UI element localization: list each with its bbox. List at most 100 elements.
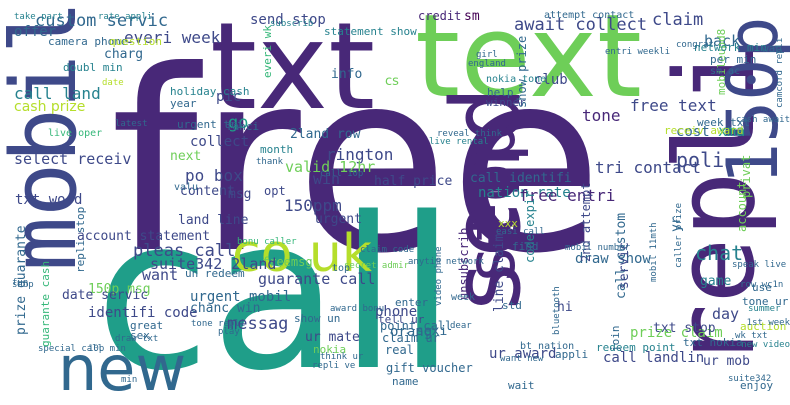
word-urgent-tri: urgent tri (177, 118, 244, 131)
word-latest: latest (115, 119, 148, 129)
word-entri-weekli: entri weekli (605, 47, 671, 57)
word-fanci: fanci (226, 120, 260, 133)
word-call: call (95, 172, 456, 405)
word-date: date (102, 78, 124, 88)
word-play: play (218, 327, 240, 337)
word-attempt-contact: attempt contact (544, 10, 635, 21)
word-urgent-mobil: urgent mobil (190, 289, 292, 305)
word-tell-ur: tell ur (378, 313, 425, 326)
word-nokia-tone: nokia tone (486, 74, 547, 85)
word-want: want (142, 266, 179, 284)
word-tone: tone (582, 106, 621, 125)
word-text: text (415, 0, 642, 124)
word-nation-rate: nation rate (478, 185, 571, 201)
word-dear: dear (450, 321, 472, 331)
word-enjoy: enjoy (740, 379, 774, 392)
word-think-ur: think ur (320, 352, 364, 362)
word-holiday-cash: holiday cash (170, 85, 250, 98)
word-anytim-network: anytim network (408, 257, 484, 267)
word-send-stop: send stop (250, 12, 326, 28)
word-appli: appli (555, 348, 589, 361)
word-easi-call: easi call (496, 227, 545, 237)
word-chat: chat (695, 241, 744, 265)
word-suite342: suite342 (728, 374, 772, 384)
word-pleas-call: pleas call (133, 241, 236, 261)
word-name: name (392, 375, 419, 388)
word-question: question (109, 35, 162, 48)
word-chanc-win: chanc win (190, 301, 261, 316)
word-account-statement: account statement (77, 229, 211, 244)
word-camera-phone: camera phone (48, 35, 128, 48)
word-guarante-cash: guarante cash (39, 260, 52, 347)
word-live-rental: live rental (429, 137, 489, 147)
word-xxx: xxx (498, 217, 518, 230)
word-girl: girl (476, 50, 498, 60)
word-sex: sex (130, 329, 150, 342)
word-await-collect: await collect (514, 15, 648, 35)
word-cost: cost (676, 124, 710, 140)
word-take-part: take part (14, 12, 63, 22)
word-offer: offer (14, 24, 57, 40)
word-per-min: per min (710, 53, 757, 66)
word-network-min: network min (694, 41, 767, 54)
word-150p-msg: 150p msg (88, 282, 151, 297)
word-tone-repli: tone repli (191, 319, 246, 329)
word-month: month (260, 143, 294, 156)
word-info: info (331, 67, 363, 82)
word-new-video: new video (741, 340, 790, 350)
word-rate-appli: rate appli (98, 12, 153, 22)
word-winner: winner (486, 96, 526, 109)
word-back: back (704, 32, 741, 50)
word-england: england (468, 59, 506, 69)
word-content: content (180, 184, 235, 199)
word-draw-show: draw show (575, 251, 651, 267)
word-msg: msg (228, 187, 252, 202)
word-bonu-caller: bonu caller (237, 237, 297, 247)
word-orang: orang (390, 324, 433, 340)
word-repli-stop: repli stop (74, 206, 87, 273)
word-150ppm: 150ppm (284, 196, 342, 215)
word-min: min (121, 375, 138, 385)
word-speak-live: speak live (732, 260, 787, 270)
word-account: account (735, 181, 749, 232)
word-enter: enter (395, 296, 429, 309)
word-reveal-think: reveal think (437, 129, 503, 139)
word-next: next (170, 149, 202, 164)
word-co-uk: co uk (232, 224, 373, 284)
word-collect: collect (190, 134, 250, 150)
word-real: real (385, 343, 414, 357)
word-go: go (228, 113, 249, 133)
word-charg: charg (104, 47, 144, 62)
word-cash-prize: cash prize (14, 99, 86, 115)
word-congrat: congrat (676, 40, 714, 50)
word-thank: thank (256, 157, 284, 167)
word-top: top (332, 263, 351, 274)
word-auction: auction (740, 320, 787, 333)
word-caller-prize: caller prize (674, 202, 684, 268)
word-year: year (170, 97, 197, 110)
word-call-land: call land (14, 84, 101, 103)
word-find: find (512, 240, 539, 253)
word-club: club (534, 72, 568, 88)
word-statement-show: statement show (324, 25, 417, 38)
word-subscrib: subscrib (270, 19, 314, 29)
word-live-oper: live oper (48, 128, 103, 139)
word-week-txt: week txt (697, 116, 750, 129)
word-un-redeem: un redeem (185, 267, 245, 280)
word-sexi: sexi (416, 324, 448, 339)
word-show-un: show un (294, 312, 341, 325)
word-phone: phone (375, 304, 418, 320)
word-ur-mob: ur mob (703, 354, 750, 369)
word-call-10p: call 10p (320, 169, 364, 179)
word-identifi-code: identifi code (88, 305, 198, 321)
word-game: game (700, 274, 732, 289)
word-redeem-point: redeem point (596, 341, 676, 354)
word-txt: txt (210, 0, 376, 137)
word-tone-ur: tone ur (742, 295, 789, 308)
word-use: use (752, 281, 772, 294)
word-claim-ur: claim ur (382, 331, 440, 345)
word-nokia: nokia (313, 343, 347, 356)
word-everi-week: everi week (124, 28, 221, 47)
word-doubl-min: doubl min (63, 61, 123, 74)
word-po-box: po box (185, 166, 243, 185)
